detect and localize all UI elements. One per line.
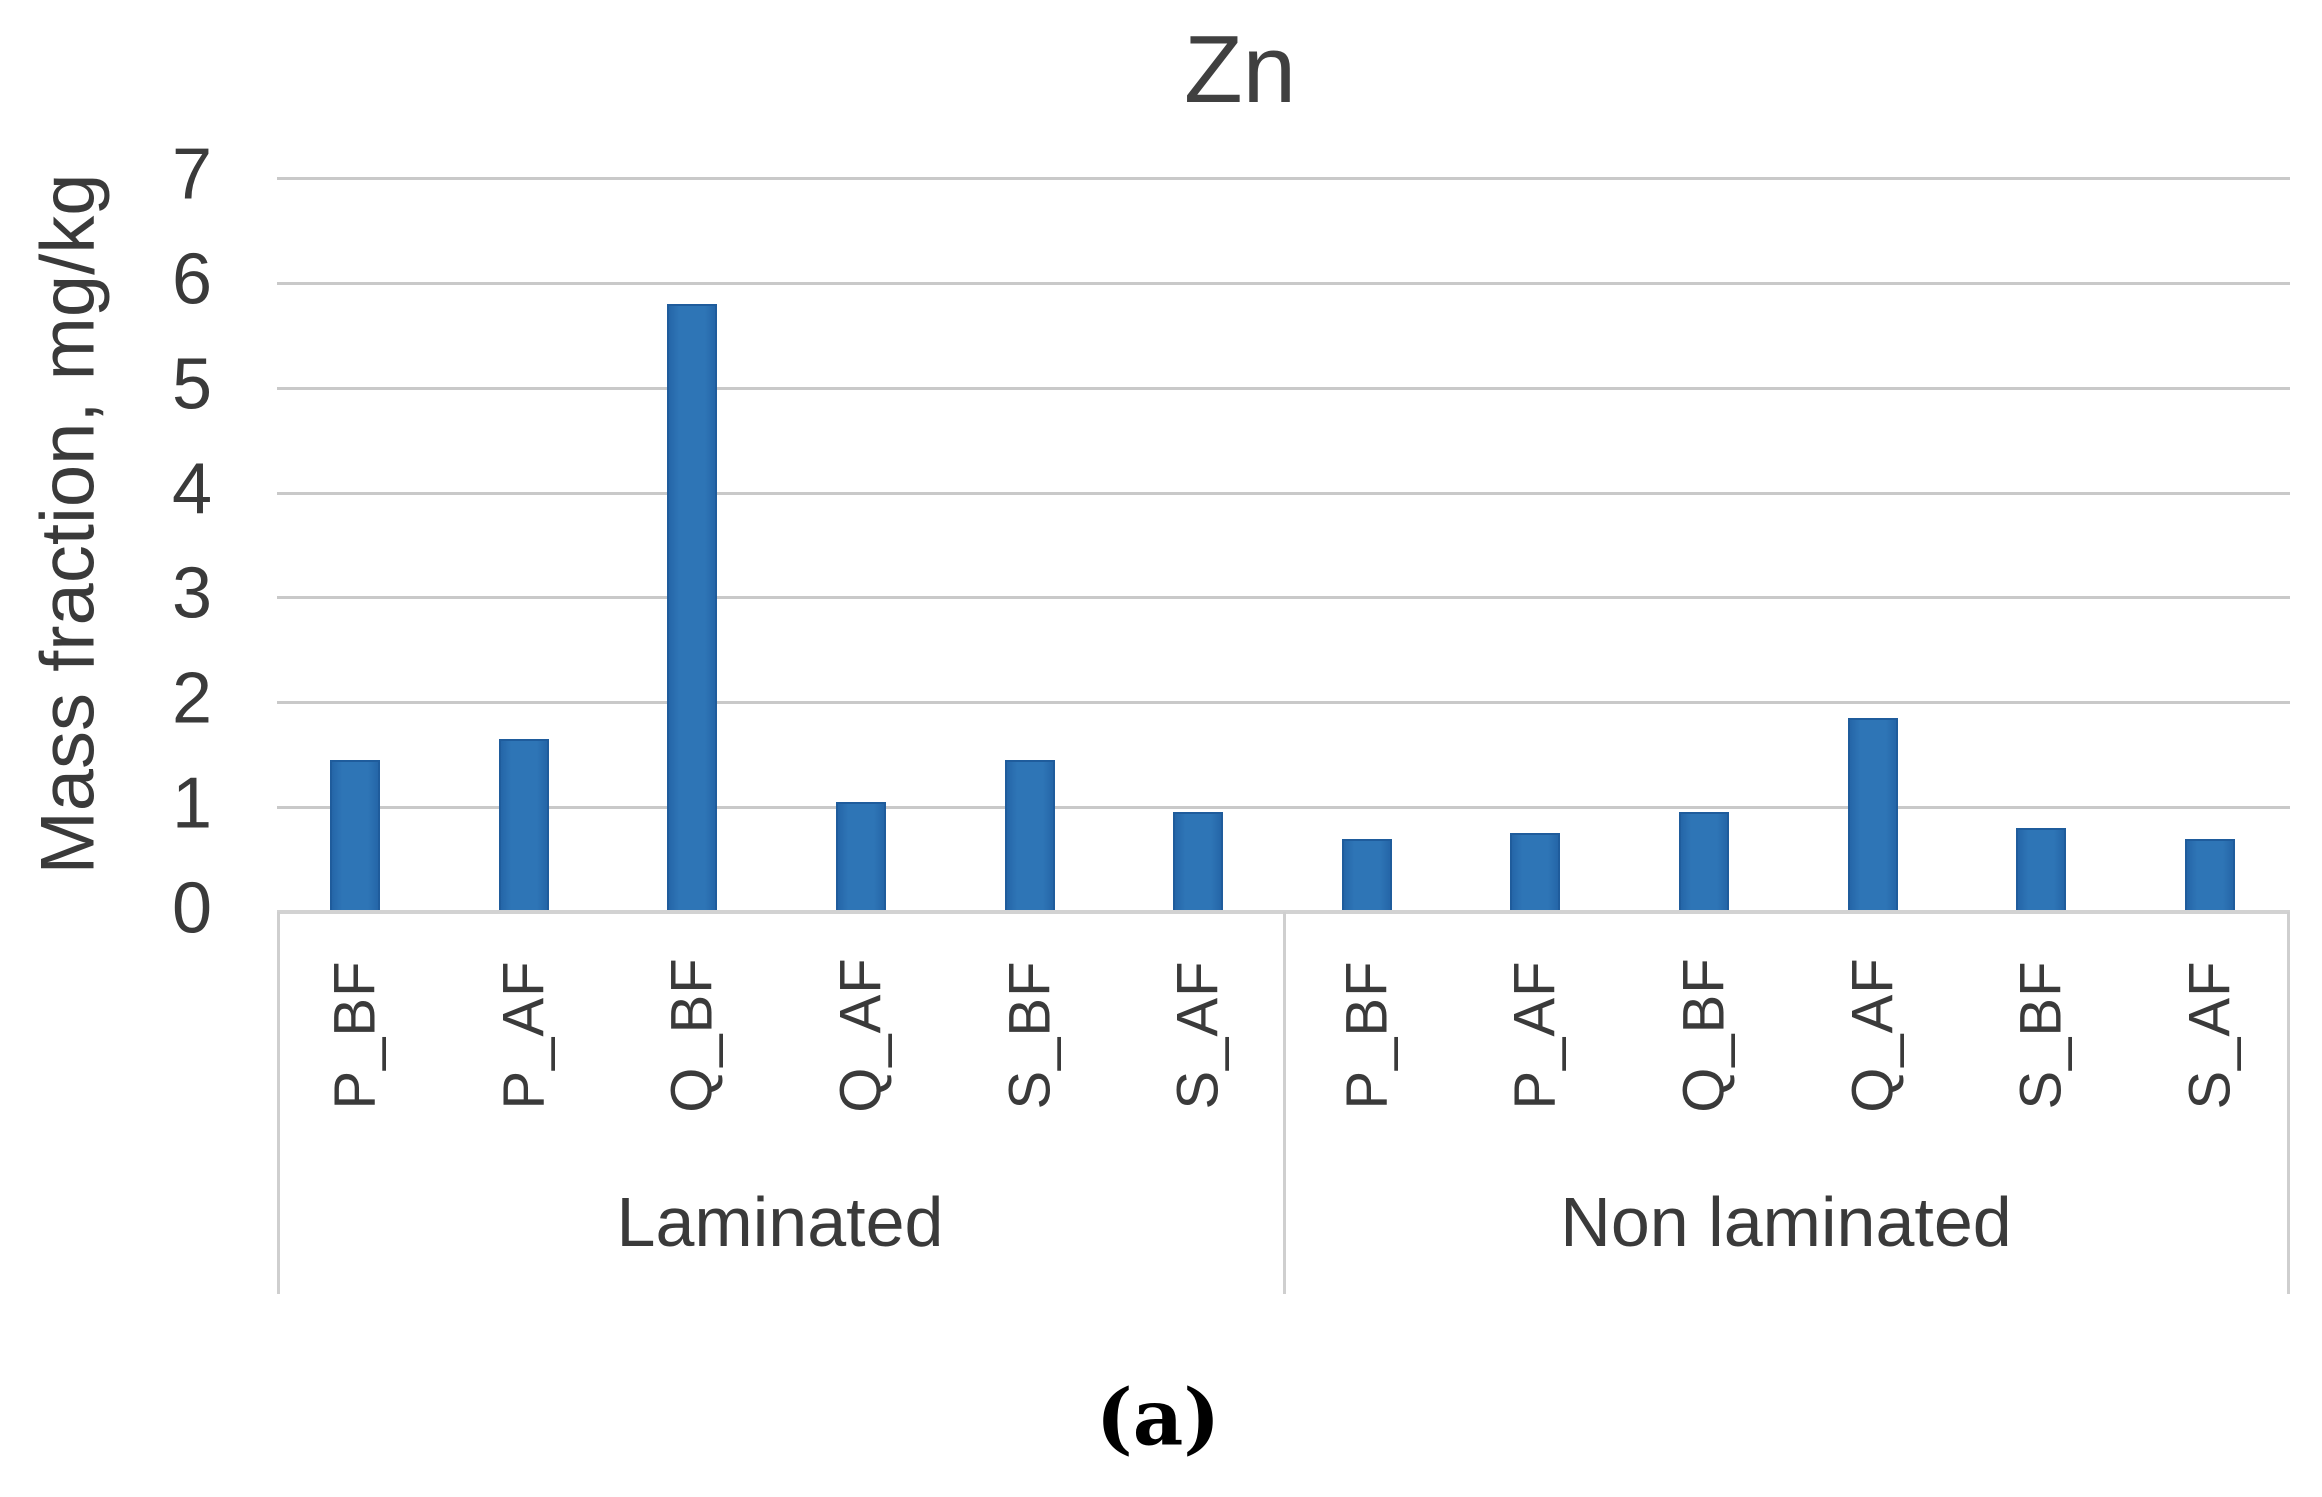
figure-caption: (a) — [1095, 1372, 1221, 1464]
y-tick-label-6: 6 — [171, 239, 212, 320]
category-axis-separator-right — [2287, 912, 2290, 1294]
x-label-non-laminated-s_af: S_AF — [2177, 960, 2243, 1110]
x-label-laminated-q_bf: Q_BF — [659, 957, 725, 1113]
gridline-y-3 — [277, 596, 2290, 600]
bar-laminated-q_bf — [667, 304, 718, 912]
y-tick-label-1: 1 — [171, 763, 212, 844]
x-label-non-laminated-p_bf: P_BF — [1334, 960, 1400, 1110]
group-label-laminated: Laminated — [616, 1183, 944, 1261]
y-tick-label-2: 2 — [171, 659, 212, 740]
bar-non-laminated-s_bf — [2016, 828, 2067, 912]
group-label-non-laminated: Non laminated — [1560, 1183, 2012, 1261]
bar-laminated-p_bf — [330, 760, 380, 912]
x-label-non-laminated-p_af: P_AF — [1502, 960, 1568, 1110]
y-tick-label-5: 5 — [171, 344, 212, 425]
x-label-laminated-p_af: P_AF — [491, 960, 557, 1110]
bar-non-laminated-s_af — [2185, 839, 2236, 912]
chart-title: Zn — [1183, 16, 1297, 123]
x-label-non-laminated-q_bf: Q_BF — [1671, 957, 1737, 1113]
bar-non-laminated-q_bf — [1679, 812, 1730, 912]
bar-non-laminated-p_af — [1510, 833, 1561, 912]
bar-laminated-p_af — [498, 739, 549, 912]
bar-non-laminated-p_bf — [1341, 839, 1392, 912]
plot-area — [277, 177, 2290, 912]
bar-laminated-q_af — [835, 802, 886, 912]
category-axis-separator-left — [277, 912, 280, 1294]
bar-non-laminated-q_af — [1847, 718, 1898, 912]
bar-laminated-s_bf — [1004, 760, 1055, 912]
x-label-laminated-q_af: Q_AF — [828, 957, 894, 1113]
bar-laminated-s_af — [1173, 812, 1224, 912]
gridline-y-5 — [277, 386, 2290, 390]
x-label-laminated-p_bf: P_BF — [322, 960, 388, 1110]
y-tick-label-7: 7 — [171, 134, 212, 215]
gridline-y-4 — [277, 491, 2290, 495]
gridline-y-2 — [277, 701, 2290, 705]
y-tick-label-0: 0 — [171, 868, 212, 949]
category-axis-separator-middle — [1283, 912, 1286, 1294]
x-label-laminated-s_af: S_AF — [1165, 960, 1231, 1110]
gridline-y-7 — [277, 177, 2290, 180]
x-label-laminated-s_bf: S_BF — [997, 960, 1063, 1110]
x-label-non-laminated-s_bf: S_BF — [2008, 960, 2074, 1110]
y-tick-label-3: 3 — [171, 554, 212, 635]
y-tick-label-4: 4 — [171, 449, 212, 530]
x-label-non-laminated-q_af: Q_AF — [1840, 957, 1906, 1113]
gridline-y-1 — [277, 806, 2290, 810]
gridline-y-6 — [277, 281, 2290, 285]
